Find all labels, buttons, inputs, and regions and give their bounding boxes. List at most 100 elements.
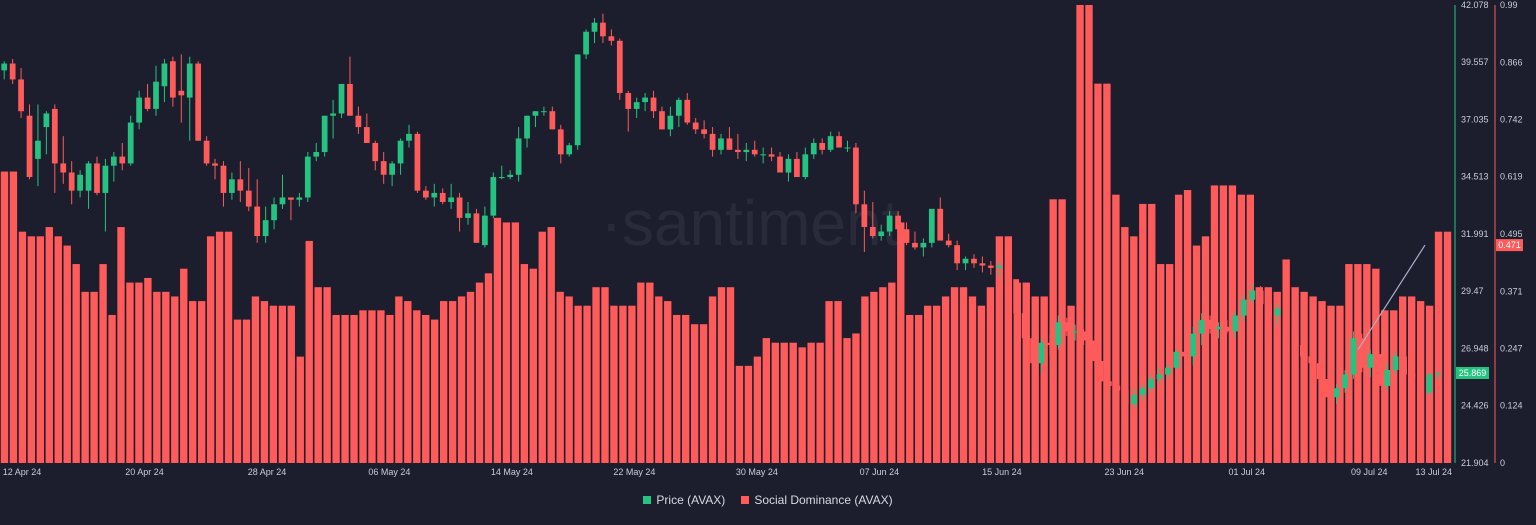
dominance-bar <box>843 338 851 463</box>
candle-body <box>304 156 311 198</box>
axes: 12 Apr 24 20 Apr 24 28 Apr 24 06 May 24 14 M… <box>3 0 1523 477</box>
candle-body <box>288 197 294 200</box>
dominance-bar <box>422 314 430 463</box>
candle-body <box>178 90 185 96</box>
legend-item-price[interactable]: Price (AVAX) <box>643 493 725 507</box>
candle-body <box>330 113 336 116</box>
candle-body <box>77 174 83 191</box>
dominance-tick-label: 0.866 <box>1500 57 1523 67</box>
price-candle <box>161 58 168 103</box>
current-dominance-badge <box>1496 239 1523 252</box>
price-candle <box>186 56 193 141</box>
price-candle <box>785 154 792 182</box>
x-tick-label: 28 Apr 24 <box>248 467 287 477</box>
candle-body <box>1274 308 1281 316</box>
price-candle <box>1426 372 1433 395</box>
candle-body <box>987 265 994 268</box>
dominance-bar <box>1255 287 1263 463</box>
price-candles <box>1 13 1441 411</box>
dominance-bar <box>484 273 493 463</box>
candle-body <box>878 231 885 237</box>
price-candle <box>1232 310 1239 339</box>
price-candle <box>1418 372 1424 398</box>
candle-body <box>549 111 556 130</box>
dominance-bar <box>932 305 941 463</box>
candle-body <box>566 145 573 155</box>
x-tick-label: 14 May 24 <box>491 467 533 477</box>
dominance-bar <box>1040 296 1048 463</box>
candle-body <box>1426 374 1433 393</box>
dominance-bar <box>529 268 537 463</box>
dominance-bar <box>664 301 672 463</box>
candle-body <box>819 142 826 150</box>
dominance-bar <box>359 310 367 463</box>
dominance-bar <box>395 296 403 463</box>
dominance-bar <box>189 301 197 463</box>
price-candle <box>473 208 480 243</box>
candle-body <box>659 111 665 130</box>
price-candle <box>1072 324 1079 341</box>
dominance-bar <box>708 296 717 463</box>
candle-body <box>869 226 876 237</box>
price-candle <box>650 90 657 119</box>
santiment-watermark: ·santiment <box>601 187 900 259</box>
price-candle <box>945 233 952 248</box>
dominance-bar <box>592 287 600 463</box>
price-candle <box>1384 363 1391 391</box>
dominance-bar <box>1112 194 1120 463</box>
dominance-tick-label: 0.742 <box>1500 115 1523 125</box>
dominance-tick-label: 0.619 <box>1500 172 1523 182</box>
candle-body <box>1021 313 1028 339</box>
candle-body <box>794 158 800 178</box>
dominance-bar <box>888 282 896 463</box>
candle-body <box>1 63 8 71</box>
price-candle <box>625 90 632 132</box>
dominance-bar <box>1228 185 1237 464</box>
dominance-bar <box>153 291 161 463</box>
candle-body <box>557 129 564 155</box>
price-candle <box>987 261 994 275</box>
candle-body <box>347 83 353 116</box>
price-candle <box>456 192 463 232</box>
price-candle <box>718 133 724 155</box>
candle-body <box>473 213 480 243</box>
price-candle <box>262 206 269 243</box>
candle-body <box>94 163 100 193</box>
price-candle <box>9 58 16 84</box>
dominance-bar <box>583 305 591 463</box>
candle-body <box>827 136 834 150</box>
dominance-bar <box>45 227 53 463</box>
price-candle <box>1249 283 1256 305</box>
dominance-bar <box>753 356 762 463</box>
dominance-bar <box>1192 245 1201 463</box>
price-candle <box>43 111 50 155</box>
dominance-bar <box>135 282 143 463</box>
price-candle <box>996 261 1003 277</box>
price-candle <box>1 61 8 80</box>
price-candle <box>1392 351 1399 375</box>
price-candle <box>701 120 707 139</box>
price-tick-label: 21.904 <box>1461 458 1489 468</box>
candle-body <box>1409 374 1416 377</box>
legend-item-dominance[interactable]: Social Dominance (AVAX) <box>741 493 893 507</box>
price-candle <box>380 152 387 184</box>
dominance-bar <box>1318 301 1326 463</box>
price-candle <box>102 158 109 232</box>
candle-body <box>338 83 345 114</box>
dominance-bar <box>144 277 152 463</box>
dominance-bar <box>413 310 421 463</box>
dominance-bar <box>619 305 627 463</box>
dominance-bar <box>1121 227 1129 463</box>
candle-body <box>321 115 328 153</box>
price-candle <box>836 131 842 148</box>
candle-body <box>1156 374 1163 380</box>
candle-body <box>245 190 252 207</box>
candle-body <box>136 97 142 123</box>
candle-body <box>1030 338 1036 364</box>
dominance-bar <box>278 305 287 463</box>
candle-body <box>153 81 159 109</box>
candle-body <box>1418 376 1424 393</box>
candle-body <box>777 156 783 173</box>
price-candle <box>304 152 311 203</box>
